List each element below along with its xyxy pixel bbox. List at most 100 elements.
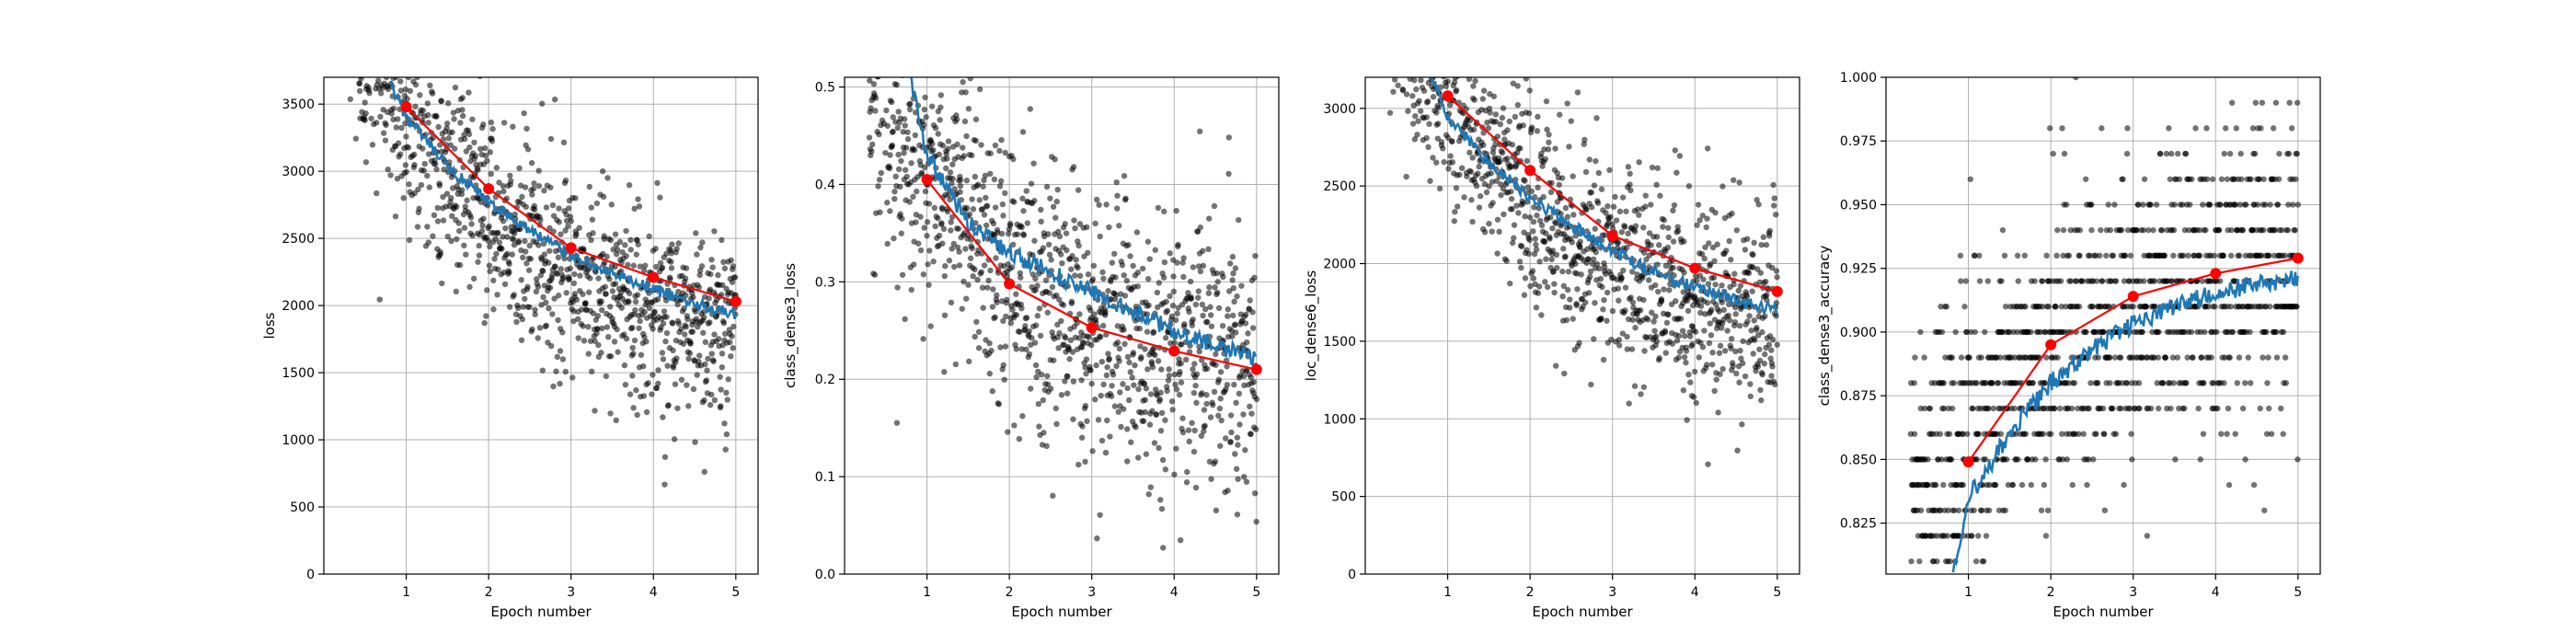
scatter-point [1099,269,1106,276]
scatter-point [1114,323,1121,329]
scatter-point [914,70,919,75]
scatter-point [1616,337,1623,343]
scatter-point [443,125,450,132]
scatter-point [1719,282,1725,289]
scatter-point [2203,125,2210,132]
scatter-point [999,201,1006,208]
scatter-point [1146,256,1153,262]
scatter-point [692,439,698,445]
scatter-point [1136,325,1144,332]
scatter-point [1419,58,1424,63]
scatter-point [1512,113,1519,121]
scatter-point [374,59,379,64]
scatter-point [463,251,469,258]
scatter-point [649,391,655,397]
scatter-point [1703,224,1709,231]
scatter-point [955,225,962,232]
scatter-point [562,368,569,375]
scatter-point [385,43,391,49]
scatter-point [1052,155,1058,163]
scatter-point [724,397,730,403]
scatter-point [2272,99,2280,106]
scatter-point [972,266,978,273]
scatter-point [2124,226,2132,234]
scatter-point [883,48,889,53]
scatter-point [1909,584,1915,590]
scatter-point [1938,304,1944,310]
scatter-point [2110,252,2117,259]
scatter-point [1972,328,1978,336]
scatter-point [668,259,674,265]
scatter-point [899,271,906,278]
scatter-point [378,58,384,63]
scatter-point [543,299,549,306]
scatter-point [1142,346,1148,352]
scatter-point [924,233,930,239]
scatter-point [1215,412,1222,420]
scatter-point [1188,295,1195,302]
scatter-point [500,120,508,126]
scatter-point [1016,435,1023,443]
scatter-point [511,230,518,236]
scatter-point [1494,250,1501,257]
scatter-point [1234,512,1241,518]
scatter-point [1432,5,1438,10]
scatter-point [1411,77,1418,84]
scatter-point [607,304,614,310]
scatter-point [715,336,722,342]
scatter-point [373,120,380,126]
scatter-point [1085,271,1092,278]
scatter-point [963,295,970,302]
scatter-point [436,182,443,189]
scatter-point [670,347,676,354]
scatter-point [1252,252,1259,259]
scatter-point [1714,241,1720,247]
scatter-point [1402,60,1408,65]
scatter-point [524,146,532,153]
scatter-point [453,288,460,295]
scatter-point [1455,77,1461,79]
scatter-point [390,116,397,123]
scatter-point [1692,368,1698,375]
scatter-point [2124,125,2131,132]
scatter-point [1610,203,1617,210]
scatter-point [1969,533,1975,539]
scatter-point [952,361,960,368]
scatter-point [361,36,366,41]
scatter-point [1921,405,1928,412]
scatter-point [1036,423,1042,430]
scatter-point [1063,335,1069,341]
scatter-point [1058,317,1064,325]
scatter-point [1719,183,1726,190]
scatter-point [1409,121,1417,127]
scatter-point [629,324,636,331]
scatter-point [1493,178,1501,184]
scatter-point [1102,449,1110,456]
scatter-point [1211,388,1218,396]
scatter-point [957,189,963,195]
scatter-point [637,263,644,270]
scatter-point [1529,124,1535,131]
y-axis-label: class_dense3_loss [782,263,799,388]
scatter-point [978,64,983,70]
epoch-point [921,174,933,186]
scatter-point [1562,204,1570,212]
scatter-point [1751,239,1757,247]
scatter-point [2025,456,2031,463]
y-tick-label: 0.5 [815,81,835,96]
scatter-point [1467,59,1473,64]
scatter-point [2015,278,2021,284]
scatter-point [1473,39,1478,44]
scatter-point [1772,212,1779,218]
scatter-point [2162,354,2169,361]
scatter-point [388,110,395,117]
scatter-point [1127,369,1133,375]
scatter-point [2139,328,2145,336]
scatter-point [560,139,568,146]
scatter-point [459,187,466,193]
scatter-point [452,84,459,91]
scatter-point [1649,309,1655,316]
scatter-point [2274,201,2282,208]
scatter-point [2270,125,2277,132]
scatter-point [1509,205,1515,213]
